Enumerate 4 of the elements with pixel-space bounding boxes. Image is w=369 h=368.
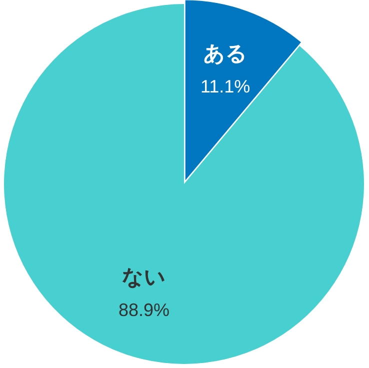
- data-label: 11.1%: [200, 76, 250, 96]
- slice-label: ない: [122, 264, 166, 289]
- data-label: 88.9%: [118, 300, 170, 320]
- slice-label: ある: [203, 41, 248, 66]
